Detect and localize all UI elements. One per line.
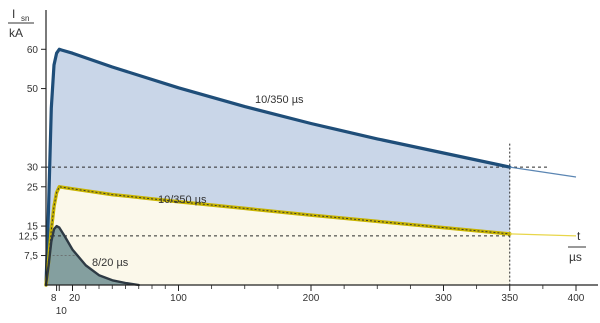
x-tick-label-8: 8 [51,293,57,304]
series-label-main-10-350: 10/350 µs [255,94,304,106]
x-tick-label-400: 400 [568,293,585,304]
line-main-10-350 [44,47,512,287]
line-main-10-350-extension [509,166,577,178]
reference-lines [46,143,550,285]
x-axis-title-unit: µs [569,250,582,264]
y-tick-label-25: 25 [27,182,39,193]
x-tick-label-20: 20 [69,293,81,304]
x-tick-label-10: 10 [56,306,68,317]
axes [45,10,598,286]
x-tick-label-100: 100 [170,293,187,304]
area-8-20 [46,226,139,285]
area-secondary-10-350 [46,186,510,285]
y-tick-label-15: 15 [27,222,39,233]
y-axis-title-subscript: sn [21,14,29,23]
y-tick-label-30: 30 [27,163,39,174]
series-lines [44,47,577,287]
line-secondary-10-350-extension [509,233,577,237]
x-tick-label-350: 350 [501,293,518,304]
series-label-secondary-10-350: 10/350 µs [158,194,207,206]
y-tick-label-12,5: 12,5 [19,231,39,242]
labels: I sn kA t µs 10/350 µs 10/350 µs 8/20 µs [8,7,586,269]
y-axis-title-symbol: I [12,7,15,21]
y-axis-title-unit: kA [9,26,23,40]
line-secondary-10-350-hatch [45,186,510,286]
area-fills [46,49,510,285]
y-tick-label-60: 60 [27,45,39,56]
x-axis-title-symbol: t [577,229,581,243]
y-tick-label-7,5: 7,5 [24,251,38,262]
line-8-20 [44,224,140,287]
series-label-8-20: 8/20 µs [92,257,129,269]
x-tick-label-200: 200 [303,293,320,304]
y-tick-label-50: 50 [27,84,39,95]
x-tick-label-300: 300 [435,293,452,304]
